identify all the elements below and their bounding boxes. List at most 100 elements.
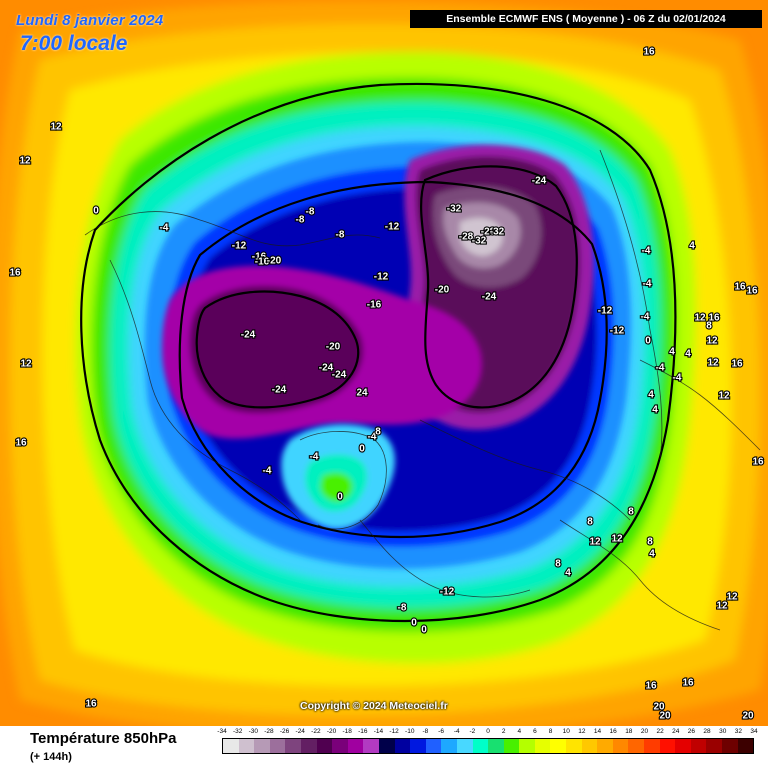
legend-footer: Température 850hPa (+ 144h) -34 -32 -30 -28… bbox=[0, 726, 768, 768]
model-info-banner: Ensemble ECMWF ENS ( Moyenne ) - 06 Z du… bbox=[410, 10, 762, 28]
legend-swatch bbox=[581, 739, 598, 753]
contour-label: 0 bbox=[421, 625, 427, 636]
contour-label: 12 bbox=[706, 336, 718, 347]
contour-label: 8 bbox=[647, 537, 653, 548]
contour-label: -4 bbox=[160, 223, 169, 234]
contour-label: -4 bbox=[368, 432, 377, 443]
contour-label: 12 bbox=[716, 601, 728, 612]
contour-label: -12 bbox=[385, 222, 400, 233]
legend-tick-label: 20 bbox=[640, 728, 649, 735]
contour-label: -24 bbox=[332, 370, 347, 381]
legend-tick-label: 22 bbox=[656, 728, 664, 735]
legend-tick-label: 6 bbox=[533, 728, 537, 735]
lead-time-label: (+ 144h) bbox=[30, 751, 72, 763]
legend-swatch bbox=[519, 739, 535, 753]
legend-swatch bbox=[628, 739, 645, 753]
isotherm-lines bbox=[80, 82, 677, 623]
contour-label: 4 bbox=[669, 347, 675, 358]
variable-label: Température 850hPa bbox=[30, 730, 177, 747]
legend-swatch bbox=[472, 739, 489, 753]
contour-label: -20 bbox=[326, 342, 341, 353]
legend-tick-label: 24 bbox=[672, 728, 680, 735]
contour-label: -32 bbox=[490, 227, 505, 238]
legend-tick-label: 34 bbox=[750, 728, 758, 735]
contour-label: -24 bbox=[319, 363, 334, 374]
contour-label: -24 bbox=[241, 330, 256, 341]
legend-tick-labels: -34 -32 -30 -28 -26 -24 -22 -20 -18 -16 -14 -12 -10-… bbox=[217, 728, 757, 738]
legend-swatch bbox=[269, 739, 286, 753]
contour-label: 12 bbox=[589, 537, 601, 548]
contour-label: 16 bbox=[645, 681, 657, 692]
contour-label: -28 bbox=[481, 227, 496, 238]
contour-label: 16 bbox=[734, 282, 746, 293]
contour-label: 20 bbox=[653, 702, 665, 713]
contour-label: -4 bbox=[263, 466, 272, 477]
legend-tick-label: 10 bbox=[562, 728, 570, 735]
contour-label: -12 bbox=[374, 272, 389, 283]
legend-swatch bbox=[410, 739, 426, 753]
contour-label: 12 bbox=[694, 313, 706, 324]
band-deep-purple-canada bbox=[189, 285, 364, 414]
legend-swatch bbox=[659, 739, 676, 753]
legend-tick-label: -28 bbox=[264, 728, 274, 735]
contour-label: -20 bbox=[267, 256, 282, 267]
legend-tick-label: 32 bbox=[734, 728, 742, 735]
isotherm-zero bbox=[80, 82, 677, 623]
legend-swatch bbox=[675, 739, 691, 753]
isotherm-minus-24-asia bbox=[420, 165, 578, 409]
legend-swatch bbox=[378, 739, 395, 753]
contour-label: 8 bbox=[706, 321, 712, 332]
legend-tick-label: -18 bbox=[342, 728, 352, 735]
contour-label: -4 bbox=[310, 452, 319, 463]
contour-label: -32 bbox=[447, 204, 462, 215]
contour-label: 12 bbox=[19, 156, 31, 167]
legend-swatch bbox=[612, 739, 629, 753]
contour-label: 0 bbox=[645, 336, 651, 347]
contour-label: 12 bbox=[50, 122, 62, 133]
contour-label: 16 bbox=[643, 47, 655, 58]
legend-tick-label: -4 bbox=[453, 728, 460, 735]
contour-label: 12 bbox=[611, 534, 623, 545]
contour-label: -4 bbox=[656, 363, 665, 374]
legend-tick-label: 12 bbox=[578, 728, 586, 735]
contour-label: 0 bbox=[411, 618, 417, 629]
contour-label: -16 bbox=[255, 257, 270, 268]
contour-label: -4 bbox=[642, 246, 651, 257]
legend-tick-label: -30 bbox=[248, 728, 258, 735]
legend-tick-label: -6 bbox=[438, 728, 444, 735]
contour-label: 20 bbox=[659, 711, 671, 722]
legend-swatch bbox=[644, 739, 660, 753]
contour-label: 0 bbox=[337, 492, 343, 503]
contour-labels: 0-4-8-8-8-12-12-16-16-20-12-16-20-24-24-… bbox=[8, 46, 765, 723]
temperature-map: 0-4-8-8-8-12-12-16-16-20-12-16-20-24-24-… bbox=[0, 0, 768, 726]
legend-tick-label: 14 bbox=[593, 728, 602, 735]
contour-label: -4 bbox=[673, 373, 682, 384]
contour-label: 4 bbox=[685, 349, 691, 360]
contour-label: 16 bbox=[15, 438, 27, 449]
contour-label: -8 bbox=[296, 215, 305, 226]
contour-label: -32 bbox=[472, 236, 487, 247]
legend-tick-label: -24 bbox=[295, 728, 305, 735]
legend-tick-label: -12 bbox=[389, 728, 399, 735]
legend-swatch bbox=[300, 739, 317, 753]
legend-tick-label: 16 bbox=[609, 728, 617, 735]
contour-label: 4 bbox=[652, 405, 658, 416]
legend-swatch bbox=[441, 739, 457, 753]
contour-label: 8 bbox=[587, 517, 593, 528]
legend-tick-label: -2 bbox=[469, 728, 476, 735]
legend-swatch bbox=[254, 739, 270, 753]
legend-tick-label: -34 bbox=[217, 728, 227, 735]
legend-swatch bbox=[566, 739, 582, 753]
contour-label: -12 bbox=[598, 306, 613, 317]
legend-tick-label: 18 bbox=[625, 728, 633, 735]
color-scale-bar bbox=[222, 738, 754, 754]
contour-label: 16 bbox=[682, 678, 694, 689]
legend-swatch bbox=[223, 739, 239, 753]
contour-label: -8 bbox=[398, 603, 407, 614]
legend-swatch bbox=[597, 739, 613, 753]
contour-label: -12 bbox=[232, 241, 247, 252]
legend-swatch bbox=[363, 739, 379, 753]
band-grey-core bbox=[460, 217, 503, 256]
contour-label: 12 bbox=[718, 391, 730, 402]
contour-label: -24 bbox=[482, 292, 497, 303]
